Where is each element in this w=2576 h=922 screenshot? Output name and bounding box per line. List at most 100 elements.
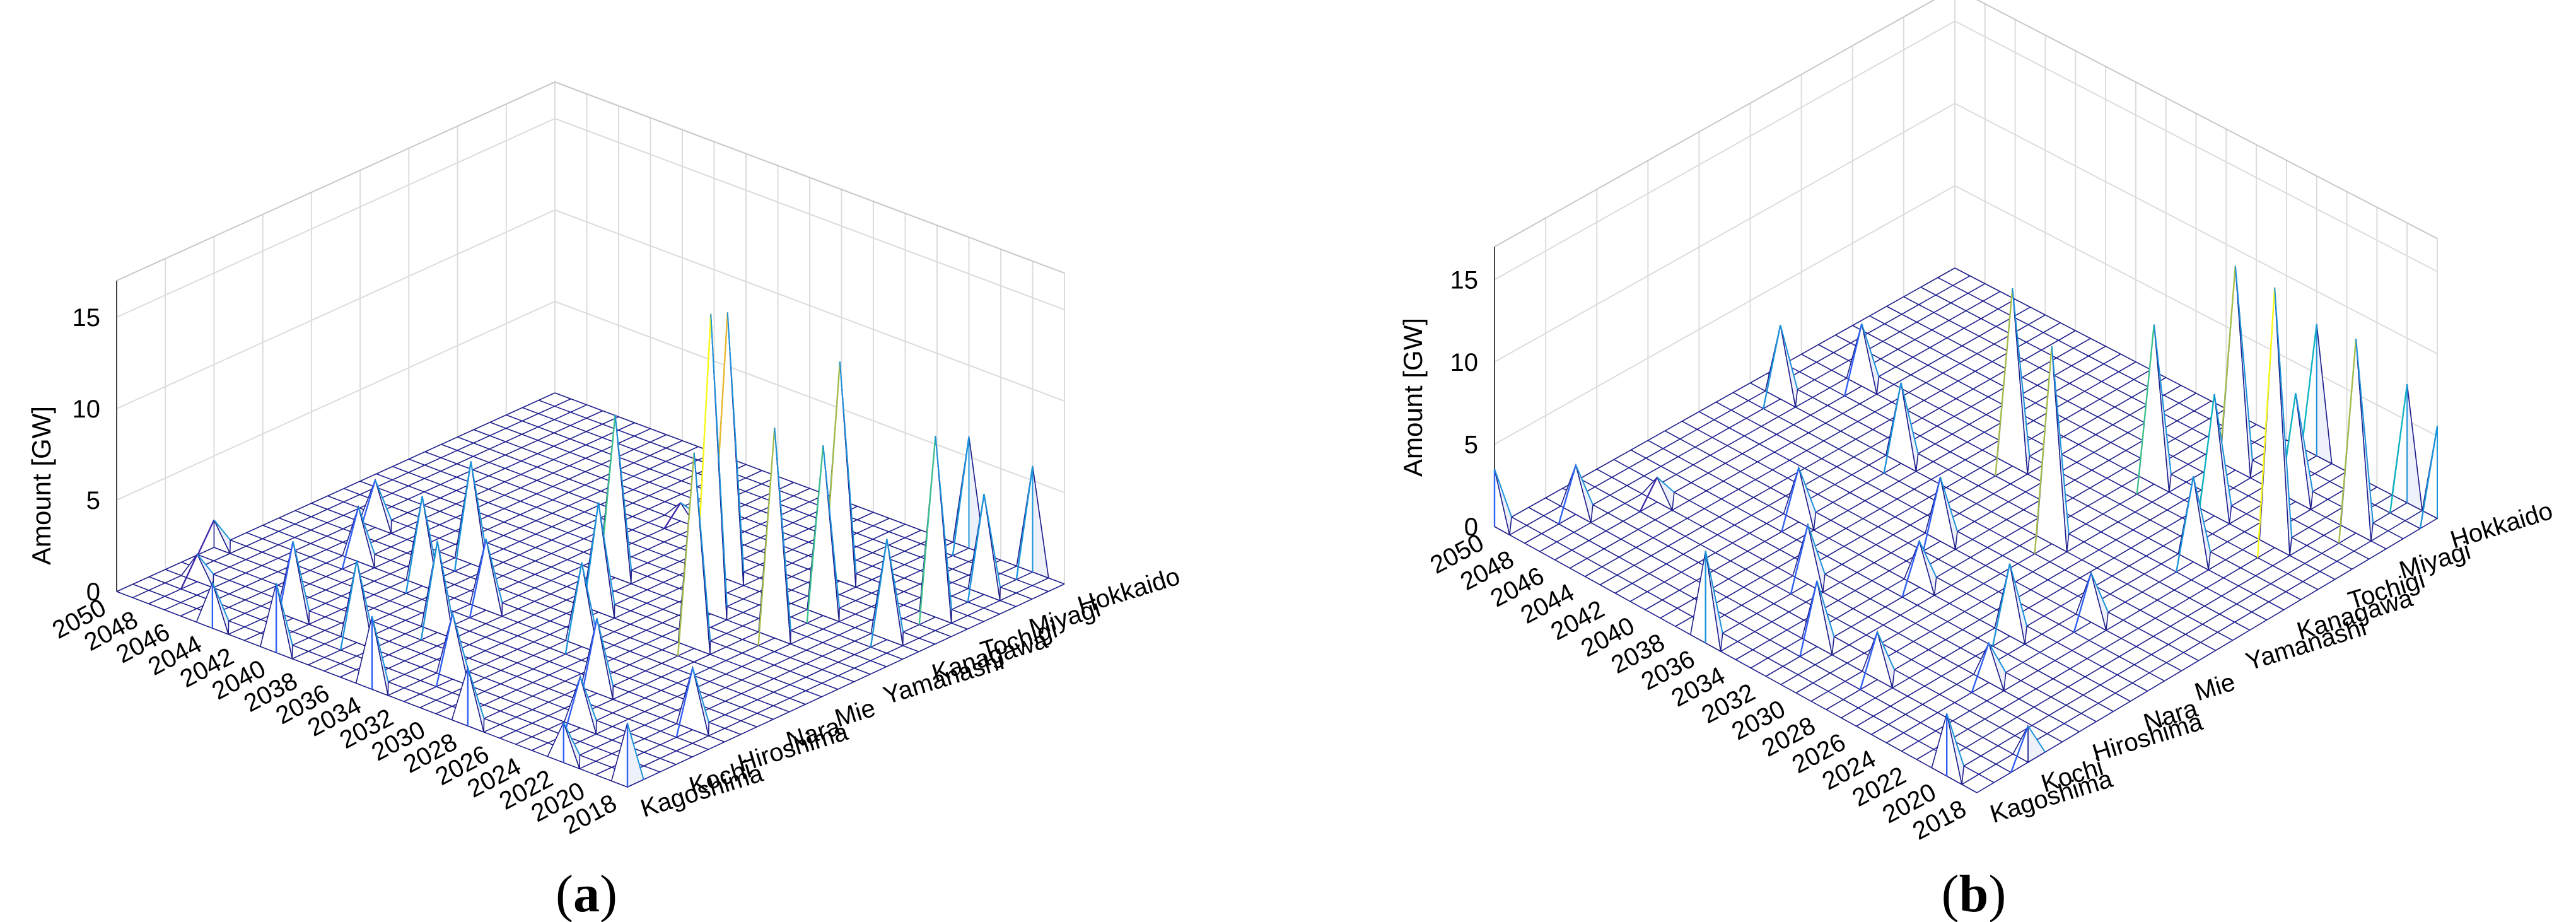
peak-ridge — [839, 361, 857, 574]
peak-ridge — [1781, 467, 1800, 532]
surface-peak — [806, 445, 841, 624]
z-gridline — [1494, 20, 2438, 281]
floor-gridline — [1916, 486, 2377, 760]
peak-ridge — [2090, 572, 2109, 613]
surface-peak — [2176, 476, 2212, 573]
floor-gridline — [1835, 334, 2319, 590]
floor-gridline — [595, 571, 1033, 776]
peak-ridge — [2213, 394, 2232, 506]
floor-gridline — [489, 421, 1000, 615]
peak-ridge — [1763, 325, 1781, 409]
peak-face — [2316, 324, 2333, 465]
peak-ridge — [375, 479, 392, 521]
surface-peak — [2073, 571, 2109, 633]
floor-gridline — [1511, 516, 1995, 783]
floor-gridline — [1931, 494, 2392, 769]
peak-ridge — [1639, 477, 1658, 512]
floor-gridline — [1976, 518, 2438, 793]
peak-ridge — [627, 723, 644, 780]
peak-ridge — [1816, 580, 1835, 637]
z-tick-label: 10 — [73, 395, 101, 423]
peak-ridge — [596, 618, 614, 686]
surface-peak — [2338, 339, 2374, 544]
peak-ridge — [1494, 469, 1512, 518]
peak-ridge — [918, 436, 936, 625]
floor-gridline — [1554, 298, 2016, 561]
z-tick-label: 5 — [86, 487, 100, 515]
floor-gridline — [1784, 363, 2268, 621]
surface-peak — [610, 723, 644, 788]
panel-b: 0510152018202020222024202620282030203220… — [1398, 0, 2556, 922]
floor-gridline — [1599, 322, 2061, 586]
peak-ridge — [467, 667, 485, 719]
peak-ridge — [1798, 467, 1817, 513]
panel-a-peaks — [180, 312, 1049, 788]
peak-ridge — [1807, 524, 1826, 575]
peak-ridge — [1844, 323, 1863, 396]
floor-gridline — [424, 451, 935, 645]
surface-peak — [453, 461, 488, 571]
peak-ridge — [469, 539, 487, 618]
peak-ridge — [1790, 524, 1809, 594]
surface-peak — [339, 560, 374, 650]
surface-peak — [1995, 288, 2031, 476]
floor-gridline — [1613, 459, 2097, 722]
floor-gridline — [1647, 440, 2131, 702]
surface-peak — [918, 436, 953, 625]
peak-ridge — [405, 496, 423, 594]
floor-gridline — [1750, 382, 2233, 641]
floor-gridline — [196, 422, 635, 623]
peak-ridge — [211, 582, 230, 621]
peak-ridge — [1995, 288, 2014, 476]
floor-gridline — [116, 392, 556, 592]
surface-peak — [341, 505, 376, 569]
panel-b-label-letter: b — [1959, 865, 1989, 922]
floor-gridline — [611, 577, 1049, 782]
panel-b-peaks — [1493, 266, 2439, 786]
peak-ridge — [1918, 540, 1937, 578]
floor-gridline — [1524, 283, 1986, 544]
surface-peak — [1991, 563, 2028, 646]
floor-gridline — [1585, 314, 2046, 577]
surface-peak — [180, 553, 214, 590]
surface-peak — [1790, 522, 1826, 594]
peak-ridge — [470, 461, 488, 557]
peak-face — [919, 436, 952, 624]
z-gridline — [116, 117, 1065, 318]
z-tick-label: 5 — [1464, 431, 1478, 459]
panel-b-ticks: 0510152018202020222024202620282030203220… — [1426, 267, 2556, 846]
prefecture-tick-label: Mie — [832, 694, 879, 733]
peak-ridge — [436, 540, 455, 626]
peak-ridge — [692, 667, 710, 723]
surface-peak — [1763, 325, 1798, 409]
surface-peak — [1844, 323, 1880, 396]
peak-ridge — [2176, 476, 2194, 573]
peak-ridge — [2073, 572, 2092, 633]
peak-ridge — [822, 445, 841, 609]
peak-ridge — [2355, 339, 2374, 523]
peak-ridge — [710, 313, 728, 607]
floor-plane — [1495, 268, 2437, 793]
peak-ridge — [952, 436, 970, 556]
prefecture-tick-label: Mie — [2191, 668, 2239, 706]
peak-ridge — [1015, 465, 1034, 580]
surface-peak — [2034, 346, 2070, 554]
peak-ridge — [1971, 643, 1990, 693]
surface-peak — [563, 675, 597, 736]
floor-gridline — [1562, 487, 2046, 753]
prefecture-tick-label: Hokkaido — [2447, 497, 2556, 554]
peak-ridge — [693, 452, 711, 641]
peak-ridge — [562, 722, 581, 756]
surface-peak — [2136, 324, 2172, 494]
surface-peak — [451, 665, 485, 733]
panel-a-label-letter: a — [573, 865, 600, 922]
floor-gridline — [1675, 361, 2136, 627]
panel-a-label: (a) — [556, 865, 617, 922]
surface-peak — [469, 539, 503, 618]
z-gridline — [116, 209, 1065, 409]
peak-ridge — [757, 428, 776, 646]
peak-ridge — [564, 562, 583, 655]
floor-gridline — [1961, 510, 2423, 785]
peak-ridge — [180, 554, 198, 590]
